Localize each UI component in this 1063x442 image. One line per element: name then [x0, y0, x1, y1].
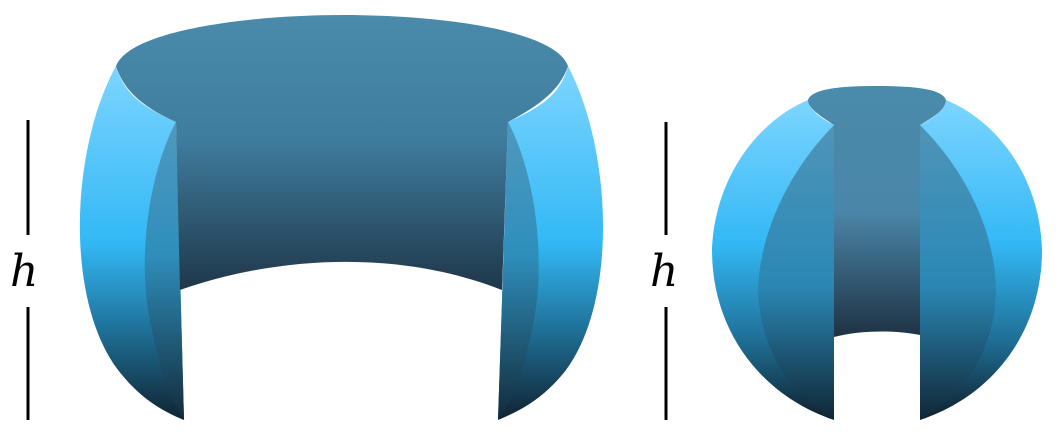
left-height-label: h	[10, 246, 39, 297]
right-figure	[664, 86, 1042, 420]
left-inner-wall-right	[498, 122, 539, 420]
right-core	[808, 86, 946, 337]
right-inner-wall-right	[920, 125, 996, 420]
left-core	[116, 15, 568, 290]
right-height-label: h	[650, 246, 679, 297]
left-figure	[26, 15, 604, 420]
left-inner-wall-left	[144, 122, 184, 420]
right-inner-wall-left	[758, 125, 834, 420]
